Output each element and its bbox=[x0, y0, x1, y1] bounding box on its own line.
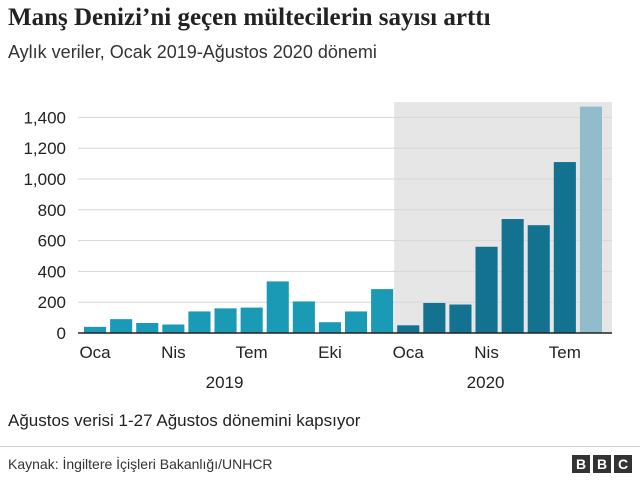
bbc-logo-letter: C bbox=[614, 455, 632, 473]
bar bbox=[501, 219, 524, 333]
year-label: 2019 bbox=[206, 373, 244, 392]
bar bbox=[214, 308, 237, 333]
footer-divider bbox=[0, 446, 640, 447]
x-tick-label: Tem bbox=[549, 343, 581, 362]
bar bbox=[136, 322, 159, 333]
bar bbox=[318, 322, 341, 333]
bar bbox=[579, 106, 602, 334]
chart-subtitle: Aylık veriler, Ocak 2019-Ağustos 2020 dö… bbox=[8, 42, 377, 62]
footnote: Ağustos verisi 1-27 Ağustos dönemini kap… bbox=[8, 411, 361, 430]
bar bbox=[449, 304, 472, 333]
chart-title: Manş Denizi’ni geçen mültecilerin sayısı… bbox=[8, 4, 491, 31]
bar bbox=[162, 324, 185, 333]
source-text: Kaynak: İngiltere İçişleri Bakanlığı/UNH… bbox=[8, 456, 273, 472]
bar bbox=[553, 162, 576, 333]
x-tick-label: Nis bbox=[474, 343, 499, 362]
x-tick-label: Tem bbox=[236, 343, 268, 362]
x-tick-label: Eki bbox=[318, 343, 342, 362]
y-tick-label: 0 bbox=[57, 324, 66, 343]
bbc-logo: B B C bbox=[572, 455, 632, 473]
bar bbox=[110, 319, 133, 333]
bar bbox=[527, 225, 550, 333]
x-tick-label: Nis bbox=[161, 343, 186, 362]
bar bbox=[423, 302, 446, 333]
year-label: 2020 bbox=[467, 373, 505, 392]
bar bbox=[266, 281, 289, 333]
bar bbox=[345, 311, 368, 333]
bbc-logo-letter: B bbox=[593, 455, 611, 473]
y-tick-label: 1,400 bbox=[23, 108, 66, 127]
y-tick-label: 200 bbox=[38, 293, 66, 312]
bar bbox=[292, 301, 315, 333]
y-tick-label: 800 bbox=[38, 201, 66, 220]
bar bbox=[84, 326, 107, 333]
bbc-logo-letter: B bbox=[572, 455, 590, 473]
x-tick-label: Oca bbox=[79, 343, 111, 362]
x-tick-label: Oca bbox=[393, 343, 425, 362]
bar bbox=[397, 325, 420, 333]
y-tick-label: 400 bbox=[38, 262, 66, 281]
y-tick-label: 1,200 bbox=[23, 139, 66, 158]
bar bbox=[371, 289, 394, 333]
y-tick-label: 600 bbox=[38, 232, 66, 251]
bar bbox=[475, 246, 498, 333]
bar bbox=[240, 307, 263, 333]
bar-chart: 0 200 400 600 800 1,000 1,200 1,400 Oca Nis Tem Eki… bbox=[23, 102, 612, 392]
bar bbox=[188, 311, 211, 333]
y-tick-label: 1,000 bbox=[23, 170, 66, 189]
